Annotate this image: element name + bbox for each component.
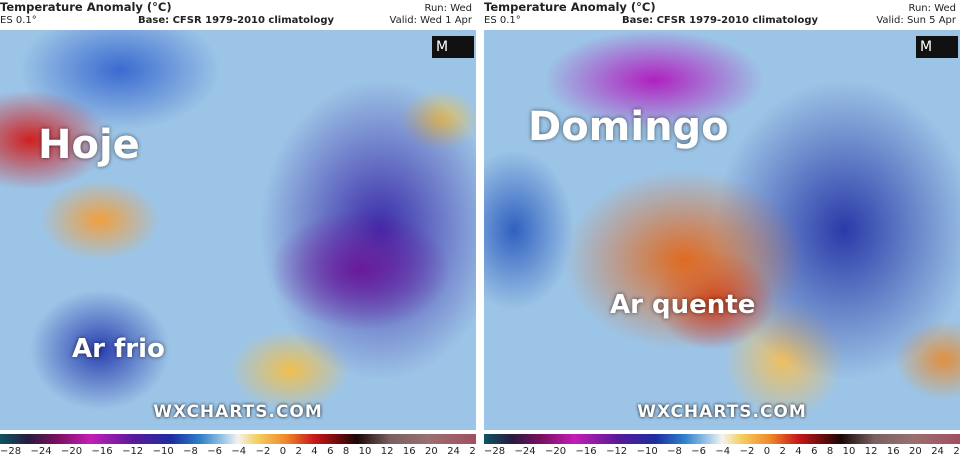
- map-panel-sunday: Temperature Anomaly (°C) ES 0.1° Base: C…: [484, 0, 960, 464]
- colorbar-tick-label: −10: [636, 446, 658, 457]
- panel-header: Temperature Anomaly (°C) ES 0.1° Base: C…: [0, 0, 476, 30]
- colorbar-tick-label: −2: [739, 446, 755, 457]
- colorbar-tick-label: −10: [152, 446, 174, 457]
- colorbar-tick-label: −12: [606, 446, 628, 457]
- valid-label: Valid: Wed 1 Apr: [389, 15, 472, 26]
- colorbar: [0, 434, 476, 444]
- base-label: Base: CFSR 1979-2010 climatology: [622, 15, 819, 26]
- run-label: Run: Wed: [908, 3, 956, 14]
- meteo-logo: M: [432, 36, 474, 58]
- colorbar-tick-label: 8: [342, 446, 350, 457]
- model-label: ES 0.1°: [484, 15, 521, 26]
- colorbar: [484, 434, 960, 444]
- colorbar-tick-label: −2: [255, 446, 271, 457]
- model-label: ES 0.1°: [0, 15, 37, 26]
- overlay-label-today: Hoje: [38, 122, 140, 168]
- colorbar-tick-label: −20: [61, 446, 83, 457]
- map-title: Temperature Anomaly (°C): [0, 0, 172, 14]
- colorbar-tick-label: 4: [795, 446, 802, 457]
- anomaly-map: M Hoje Ar frio WXCHARTS.COM: [0, 30, 476, 430]
- overlay-label-warm-air: Ar quente: [610, 290, 756, 320]
- watermark: WXCHARTS.COM: [637, 402, 807, 422]
- colorbar-tick-label: −8: [183, 446, 198, 457]
- colorbar-tick-label: −24: [30, 446, 52, 457]
- colorbar-tick-label: 12: [864, 446, 878, 457]
- colorbar-tick-label: 2: [953, 446, 960, 457]
- watermark: WXCHARTS.COM: [153, 402, 323, 422]
- colorbar-tick-label: −4: [231, 446, 247, 457]
- colorbar-ticks: −28 −24 −20 −16 −12 −10 −8 −6 −4 −2 0 2 4 6 8 10 12 16 20 2…: [0, 446, 476, 460]
- colorbar-tick-label: 8: [826, 446, 834, 457]
- colorbar-tick-label: −16: [91, 446, 113, 457]
- colorbar-tick-label: 24: [447, 446, 460, 457]
- colorbar-tick-label: 20: [909, 446, 922, 457]
- colorbar-tick-label: −16: [575, 446, 597, 457]
- colorbar-tick-label: −28: [484, 446, 506, 457]
- valid-label: Valid: Sun 5 Apr: [876, 15, 956, 26]
- colorbar-ticks: −28 −24 −20 −16 −12 −10 −8 −6 −4 −2 0 2 4 6 8 10 12 16 20 2…: [484, 446, 960, 460]
- colorbar-tick-label: 10: [842, 446, 856, 457]
- colorbar-tick-label: 20: [425, 446, 438, 457]
- colorbar-tick-label: 4: [311, 446, 318, 457]
- colorbar-tick-label: 10: [358, 446, 372, 457]
- overlay-label-sunday: Domingo: [528, 104, 729, 150]
- colorbar-tick-label: 6: [327, 446, 334, 457]
- colorbar-tick-label: −20: [545, 446, 567, 457]
- colorbar-tick-label: −4: [715, 446, 731, 457]
- colorbar-tick-label: 12: [380, 446, 394, 457]
- base-label: Base: CFSR 1979-2010 climatology: [138, 15, 335, 26]
- colorbar-tick-label: −24: [514, 446, 536, 457]
- colorbar-tick-label: 0: [279, 446, 287, 457]
- colorbar-tick-label: 6: [811, 446, 818, 457]
- colorbar-tick-label: −8: [667, 446, 682, 457]
- colorbar-tick-label: −12: [122, 446, 144, 457]
- run-label: Run: Wed: [424, 3, 472, 14]
- colorbar-tick-label: 2: [779, 446, 786, 457]
- colorbar-tick-label: 2: [295, 446, 302, 457]
- overlay-label-cold-air: Ar frio: [72, 334, 165, 364]
- colorbar-tick-label: 0: [763, 446, 771, 457]
- panel-header: Temperature Anomaly (°C) ES 0.1° Base: C…: [484, 0, 960, 30]
- colorbar-tick-label: −6: [207, 446, 222, 457]
- colorbar-tick-label: 16: [886, 446, 900, 457]
- colorbar-tick-label: 16: [402, 446, 416, 457]
- map-panel-today: Temperature Anomaly (°C) ES 0.1° Base: C…: [0, 0, 476, 464]
- anomaly-map: M Domingo Ar quente WXCHARTS.COM: [484, 30, 960, 430]
- map-title: Temperature Anomaly (°C): [484, 0, 656, 14]
- colorbar-tick-label: −28: [0, 446, 22, 457]
- colorbar-tick-label: 24: [931, 446, 944, 457]
- meteo-logo: M: [916, 36, 958, 58]
- colorbar-tick-label: 2: [469, 446, 476, 457]
- colorbar-tick-label: −6: [691, 446, 706, 457]
